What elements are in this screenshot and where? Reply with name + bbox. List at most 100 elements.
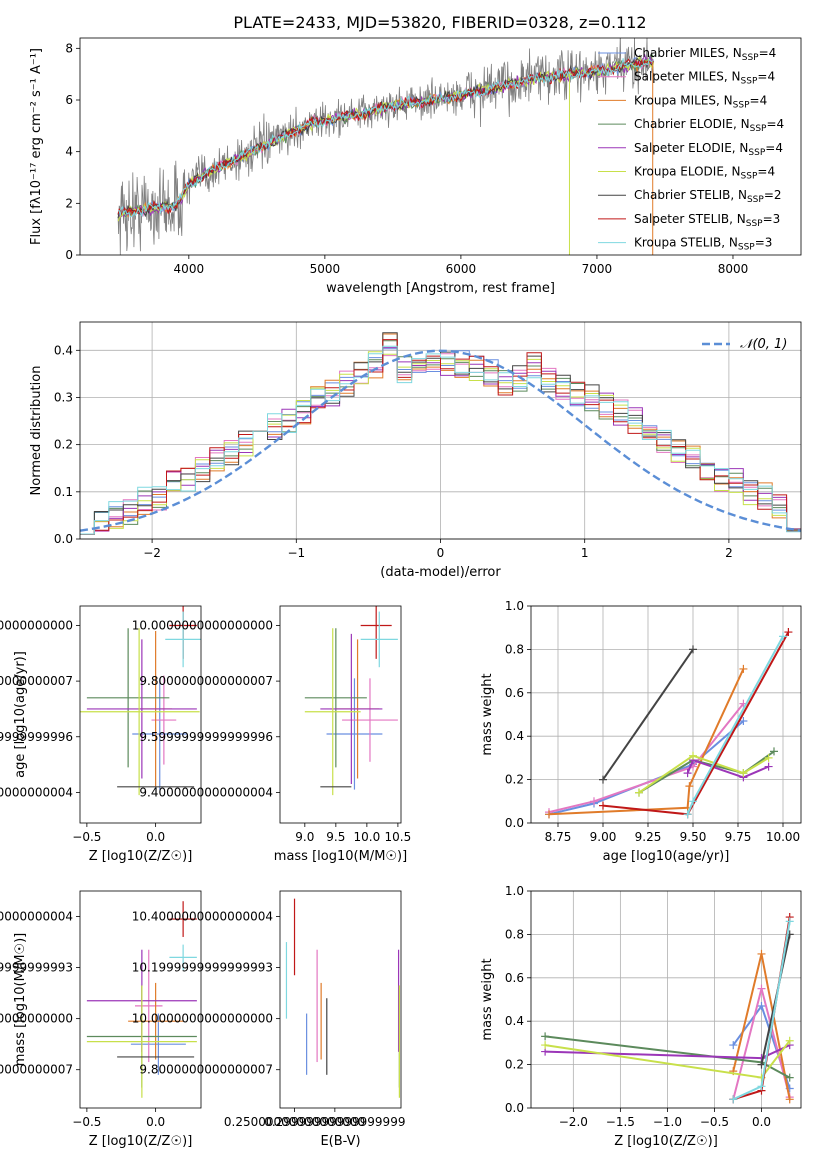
x-tick-label: 0.25000000000000000	[224, 1115, 365, 1129]
y-axis-label: Flux [fλ10⁻¹⁷ erg cm⁻² s⁻¹ A⁻¹]	[29, 48, 44, 245]
errorbar-point	[320, 633, 383, 785]
legend-entry: Salpeter STELIB, NSSP=3	[634, 212, 780, 229]
weight-marker	[779, 632, 787, 641]
y-tick-label: 0.0	[505, 1101, 524, 1115]
weight-marker	[683, 810, 692, 819]
weight-marker	[689, 751, 697, 760]
y-tick-label: 9.5999999999999996	[139, 730, 273, 744]
y-tick-label: 0.6	[505, 971, 524, 985]
y-axis-label: age [log10(age/yr)]	[13, 651, 28, 778]
mass-weight-vs-Z-plot-area	[541, 913, 794, 1104]
histogram-step	[80, 345, 801, 535]
legend-entry: 𝒩(0, 1)	[740, 337, 787, 352]
y-tick-label: 8	[65, 41, 73, 55]
weight-marker	[739, 769, 748, 778]
x-tick-label: 0	[437, 546, 445, 560]
x-tick-label: 5000	[310, 262, 341, 276]
weight-line	[638, 750, 775, 794]
legend-entry: Chabrier ELODIE, NSSP=4	[634, 117, 784, 134]
weight-marker	[689, 797, 697, 806]
y-tick-label: 0.1	[54, 485, 73, 499]
weight-line	[548, 702, 745, 814]
x-tick-label: −0.5	[700, 1115, 729, 1129]
x-axis-label: E(B-V)	[320, 1134, 360, 1149]
y-tick-label: 10.0000000000000000	[0, 618, 73, 632]
errorbar-point	[165, 611, 201, 668]
errorbar-point	[360, 606, 392, 659]
spectrum-plot-area	[117, 38, 655, 255]
y-tick-label: 1.0	[505, 884, 524, 898]
legend-entry: Salpeter ELODIE, NSSP=4	[634, 141, 783, 158]
weight-marker	[785, 917, 794, 926]
x-axis-label: age [log10(age/yr)]	[603, 849, 730, 864]
weight-marker	[685, 782, 694, 791]
y-tick-label: 0.0	[505, 816, 524, 830]
x-tick-label: −0.5	[72, 830, 101, 844]
residuals-panel: −2 −1 0 1 2 0.0 0.1 0.2 0.3 0.4 (data-model)/error…	[29, 321, 802, 580]
y-tick-label: 0.4	[54, 343, 73, 357]
x-tick-label: −1	[287, 546, 305, 560]
weight-marker	[599, 801, 607, 810]
errorbar-point	[169, 944, 197, 971]
y-tick-label: 0.2	[54, 438, 73, 452]
y-tick-label: 10.0000000000000000	[0, 1012, 73, 1026]
y-tick-label: 0.4	[505, 729, 524, 743]
y-axis-label: mass [log10(M/M☉)]	[13, 933, 28, 1066]
weight-marker	[635, 788, 643, 797]
errorbar-point	[135, 949, 163, 1063]
weight-marker	[729, 1041, 738, 1050]
x-tick-label: 9.50	[680, 830, 707, 844]
x-axis-label: Z [log10(Z/Z☉)]	[89, 1134, 193, 1149]
mass-weight-vs-Z-panel: −2.0 −1.5 −1.0 −0.5 0.0 0.0 0.2 0.4 0.6 0.8 1.0 Z […	[480, 884, 802, 1149]
model-line	[117, 53, 654, 218]
mass-vs-Z-panel: −0.5 0.0 9.8000000000000007 10.000000000000…	[0, 890, 202, 1149]
weight-marker	[757, 1060, 766, 1069]
x-axis-label: wavelength [Angstrom, rest frame]	[326, 281, 555, 296]
axes-frame	[279, 890, 402, 1109]
legend-entry: Chabrier STELIB, NSSP=2	[634, 188, 782, 205]
model-line	[117, 56, 654, 215]
errorbar-point	[86, 639, 197, 779]
errorbar-point	[342, 678, 398, 762]
legend-entry: Chabrier MILES, NSSP=4	[634, 46, 776, 63]
weight-marker	[757, 1082, 766, 1091]
x-tick-label: 9.25	[635, 830, 662, 844]
x-tick-label: 4000	[174, 262, 205, 276]
mass-vs-Z-plot-area	[86, 901, 197, 1098]
weight-marker	[757, 949, 766, 958]
model-line	[117, 58, 654, 216]
errorbar-point	[304, 628, 361, 796]
weight-marker	[541, 1041, 550, 1050]
y-tick-label: 9.5999999999999996	[0, 730, 73, 744]
weight-marker	[689, 645, 697, 654]
errorbar-point	[130, 1013, 186, 1075]
x-tick-label: 9.75	[725, 830, 752, 844]
x-tick-label: 9.00	[590, 830, 617, 844]
figure-title: PLATE=2433, MJD=53820, FIBERID=0328, z=0…	[233, 13, 646, 32]
y-tick-label: 9.8000000000000007	[0, 1063, 73, 1077]
y-tick-label: 9.4000000000000004	[0, 785, 73, 799]
x-axis-label: mass [log10(M/M☉)]	[274, 849, 407, 864]
errorbar-point	[169, 901, 197, 937]
mass-weight-vs-age-panel: 8.75 9.00 9.25 9.50 9.75 10.00 0.0 0.2 0.4 0.6 0.8…	[480, 599, 802, 864]
y-tick-label: 1.0	[505, 599, 524, 613]
x-tick-label: −1.0	[653, 1115, 682, 1129]
x-axis-label: Z [log10(Z/Z☉)]	[614, 1134, 718, 1149]
y-tick-label: 0.6	[505, 686, 524, 700]
x-axis-label: Z [log10(Z/Z☉)]	[89, 849, 193, 864]
errorbar-point	[128, 982, 184, 1060]
y-axis-label: Normed distribution	[29, 366, 44, 496]
y-axis-label: mass weight	[480, 673, 495, 755]
y-tick-label: 10.0000000000000000	[132, 1012, 273, 1026]
axes-frame	[79, 605, 202, 824]
x-tick-label: 9.0	[295, 830, 314, 844]
histogram-step	[80, 339, 801, 535]
axes-frame	[279, 605, 402, 824]
x-tick-label: −2	[143, 546, 161, 560]
weight-marker	[739, 717, 748, 726]
age-vs-Z-panel: −0.5 0.0 9.4000000000000004 9.5999999999999…	[0, 605, 202, 864]
y-tick-label: 2	[65, 196, 73, 210]
spectrum-legend: Chabrier MILES, NSSP=4 Salpeter MILES, NS…	[598, 46, 784, 253]
weight-marker	[785, 1073, 794, 1082]
